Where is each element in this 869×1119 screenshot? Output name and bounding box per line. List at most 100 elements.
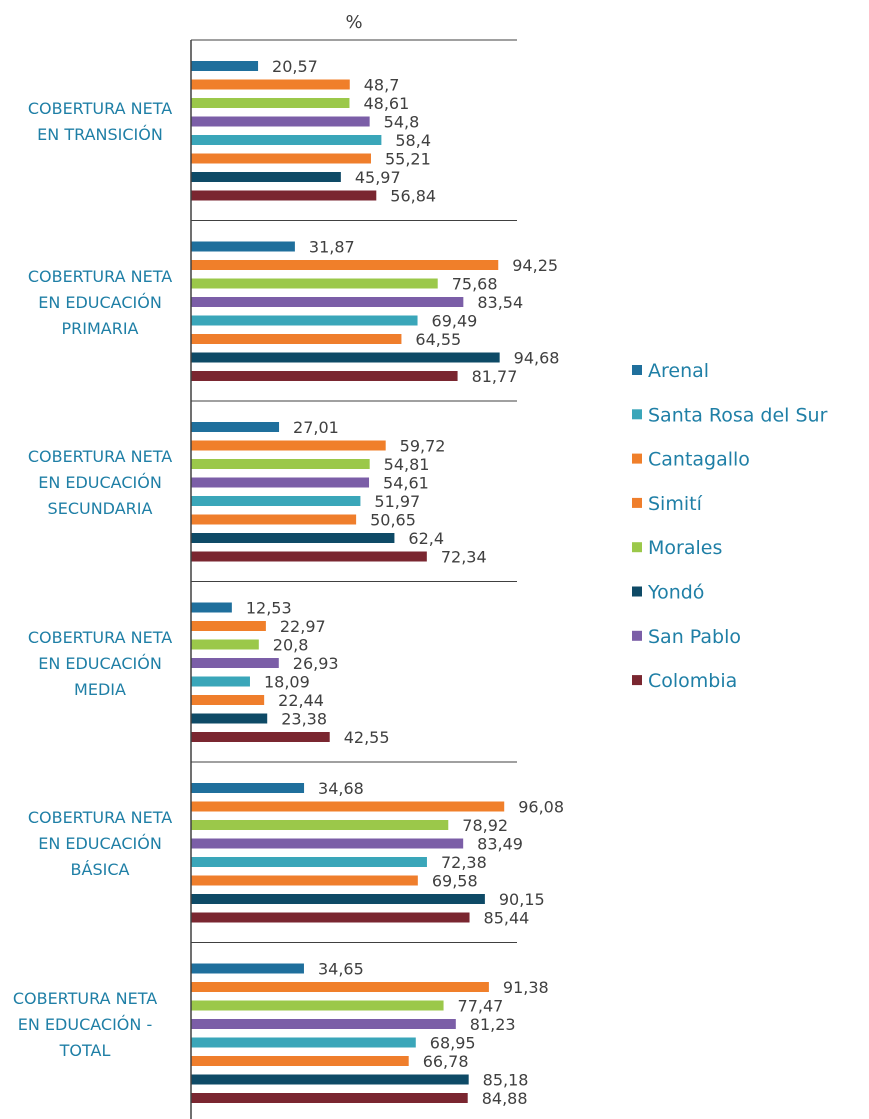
value-label: 83,49	[477, 835, 523, 854]
legend-swatch	[632, 365, 642, 375]
value-label: 77,47	[458, 997, 504, 1016]
value-label: 59,72	[400, 437, 446, 456]
bar	[191, 982, 489, 992]
bar	[191, 116, 370, 127]
value-label: 18,09	[264, 673, 310, 692]
bar	[191, 514, 357, 525]
value-label: 81,23	[470, 1015, 516, 1034]
bar	[191, 79, 350, 90]
value-label: 56,84	[390, 187, 436, 206]
legend-swatch	[632, 675, 642, 686]
category-label: COBERTURA NETA EN EDUCACIÓN PRIMARIA	[27, 266, 173, 338]
bar	[191, 1074, 469, 1085]
value-label: 94,25	[512, 256, 558, 275]
value-label: 94,68	[514, 349, 560, 368]
bar	[191, 172, 341, 182]
category-label: COBERTURA NETA EN EDUCACIÓN - TOTAL	[12, 988, 158, 1060]
value-label: 84,88	[482, 1089, 528, 1108]
value-label: 75,68	[452, 275, 498, 294]
legend-label: Cantagallo	[648, 449, 750, 471]
value-label: 27,01	[293, 418, 339, 437]
legend-swatch	[632, 542, 642, 553]
bar	[191, 801, 505, 812]
value-label: 48,7	[364, 76, 400, 95]
value-label: 48,61	[363, 94, 409, 113]
value-label: 50,65	[370, 511, 416, 530]
value-label: 96,08	[518, 798, 564, 817]
value-label: 69,58	[432, 872, 478, 891]
bar	[191, 278, 438, 289]
bar	[191, 61, 259, 71]
bar	[191, 135, 382, 145]
legend-label: Colombia	[648, 670, 737, 692]
value-label: 20,57	[272, 57, 318, 76]
bar	[191, 315, 418, 326]
category-label: COBERTURA NETA EN EDUCACIÓN MEDIA	[27, 627, 173, 699]
bar	[191, 820, 449, 830]
bar	[191, 371, 458, 381]
value-label: 81,77	[472, 367, 518, 386]
bar	[191, 963, 304, 974]
value-label: 55,21	[385, 150, 431, 169]
bar	[191, 639, 259, 650]
bar	[191, 153, 371, 164]
bar	[191, 440, 386, 451]
bar	[191, 676, 250, 687]
value-label: 78,92	[462, 816, 508, 835]
bar	[191, 422, 280, 432]
bar	[191, 459, 370, 469]
value-label: 45,97	[355, 168, 401, 187]
bar	[191, 190, 377, 201]
bar	[191, 241, 295, 252]
legend-label: San Pablo	[648, 626, 741, 648]
value-label: 34,68	[318, 779, 364, 798]
value-label: 68,95	[430, 1034, 476, 1053]
bar	[191, 551, 427, 562]
bar	[191, 496, 361, 506]
value-label: 34,65	[318, 960, 364, 979]
value-label: 90,15	[499, 890, 545, 909]
legend-swatch	[632, 586, 642, 597]
bar	[191, 1056, 409, 1066]
legend-label: Morales	[648, 537, 722, 559]
legend-label: Simití	[648, 493, 703, 515]
category-label: COBERTURA NETA EN TRANSICIÓN	[27, 99, 173, 145]
value-label: 62,4	[408, 529, 444, 548]
value-label: 58,4	[395, 131, 431, 150]
bar	[191, 352, 500, 363]
bar	[191, 695, 265, 705]
legend-swatch	[632, 497, 642, 508]
value-label: 85,44	[484, 909, 530, 928]
value-label: 20,8	[273, 636, 309, 655]
bar	[191, 857, 427, 867]
value-label: 91,38	[503, 978, 549, 997]
value-label: 42,55	[344, 728, 390, 747]
bar	[191, 1000, 444, 1011]
bar	[191, 894, 485, 904]
x-axis-label: %	[345, 12, 362, 33]
legend-label: Yondó	[647, 582, 704, 604]
bar	[191, 912, 470, 923]
value-label: 54,81	[384, 455, 430, 474]
value-label: 51,97	[374, 492, 420, 511]
value-label: 83,54	[477, 293, 523, 312]
bar	[191, 1019, 456, 1029]
value-label: 26,93	[293, 654, 339, 673]
value-label: 22,44	[278, 691, 324, 710]
value-label: 22,97	[280, 617, 326, 636]
bar	[191, 602, 232, 613]
bar	[191, 838, 464, 849]
bar	[191, 1093, 468, 1103]
value-label: 72,38	[441, 853, 487, 872]
value-label: 66,78	[423, 1052, 469, 1071]
value-label: 69,49	[432, 312, 478, 331]
bar	[191, 477, 370, 488]
legend-swatch	[632, 409, 642, 420]
value-label: 23,38	[281, 710, 327, 729]
bar	[191, 783, 305, 793]
bar	[191, 260, 499, 270]
legend-label: Santa Rosa del Sur	[648, 404, 828, 426]
bar	[191, 658, 279, 668]
